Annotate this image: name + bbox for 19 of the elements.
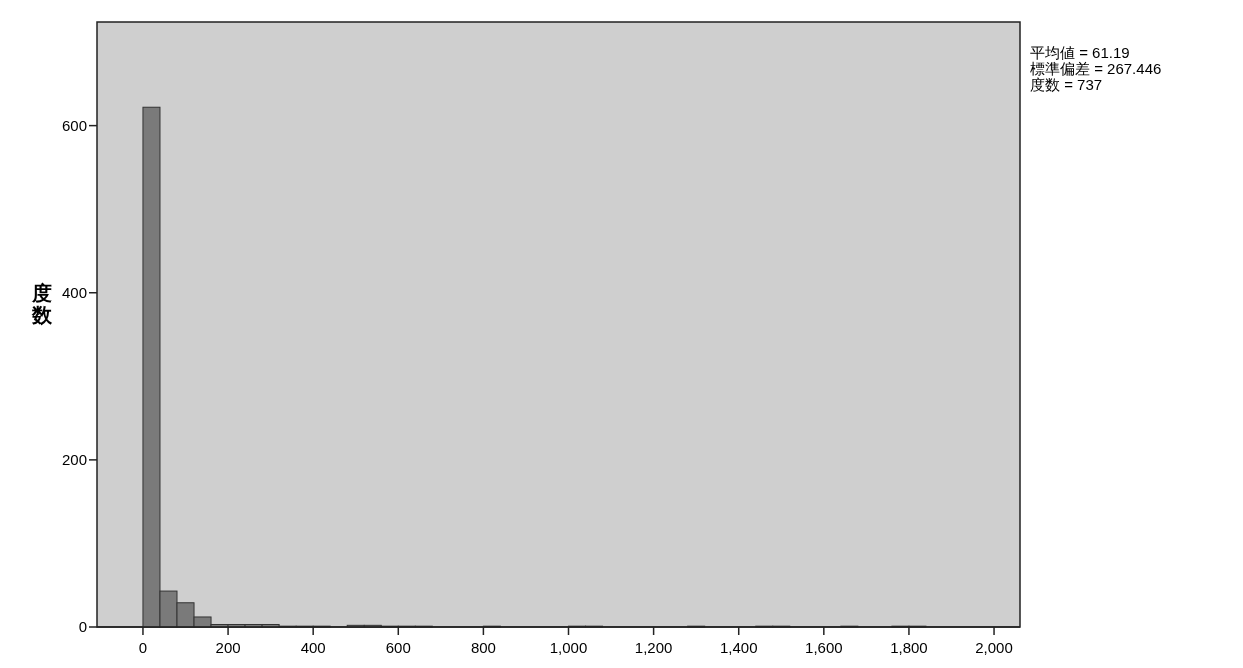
y-tick-label: 400 bbox=[61, 283, 87, 301]
text: 度数 = 737 bbox=[1030, 76, 1103, 93]
y-tick-label: 0 bbox=[78, 618, 87, 635]
x-tick-label: 600 bbox=[385, 639, 411, 656]
x-tick-label: 1,600 bbox=[805, 639, 843, 656]
x-tick-label: 1,800 bbox=[890, 639, 928, 656]
x-tick-label: 1,200 bbox=[634, 639, 673, 656]
y-tick-label: 600 bbox=[61, 116, 87, 134]
y-axis-title: 度数 bbox=[31, 282, 53, 326]
x-tick-label: 0 bbox=[138, 639, 148, 656]
x-tick-label: 400 bbox=[300, 639, 326, 656]
text: 標準偏差 = 267.446 bbox=[1030, 60, 1162, 77]
x-tick-label: 1,000 bbox=[549, 639, 588, 656]
x-tick-label: 1,400 bbox=[719, 639, 758, 656]
x-tick-label: 800 bbox=[470, 639, 496, 656]
x-tick-label: 200 bbox=[215, 639, 241, 656]
y-tick-label: 200 bbox=[61, 450, 87, 468]
text: 平均値 = 61.19 bbox=[1030, 44, 1130, 61]
x-tick-label: 2,000 bbox=[975, 639, 1013, 656]
